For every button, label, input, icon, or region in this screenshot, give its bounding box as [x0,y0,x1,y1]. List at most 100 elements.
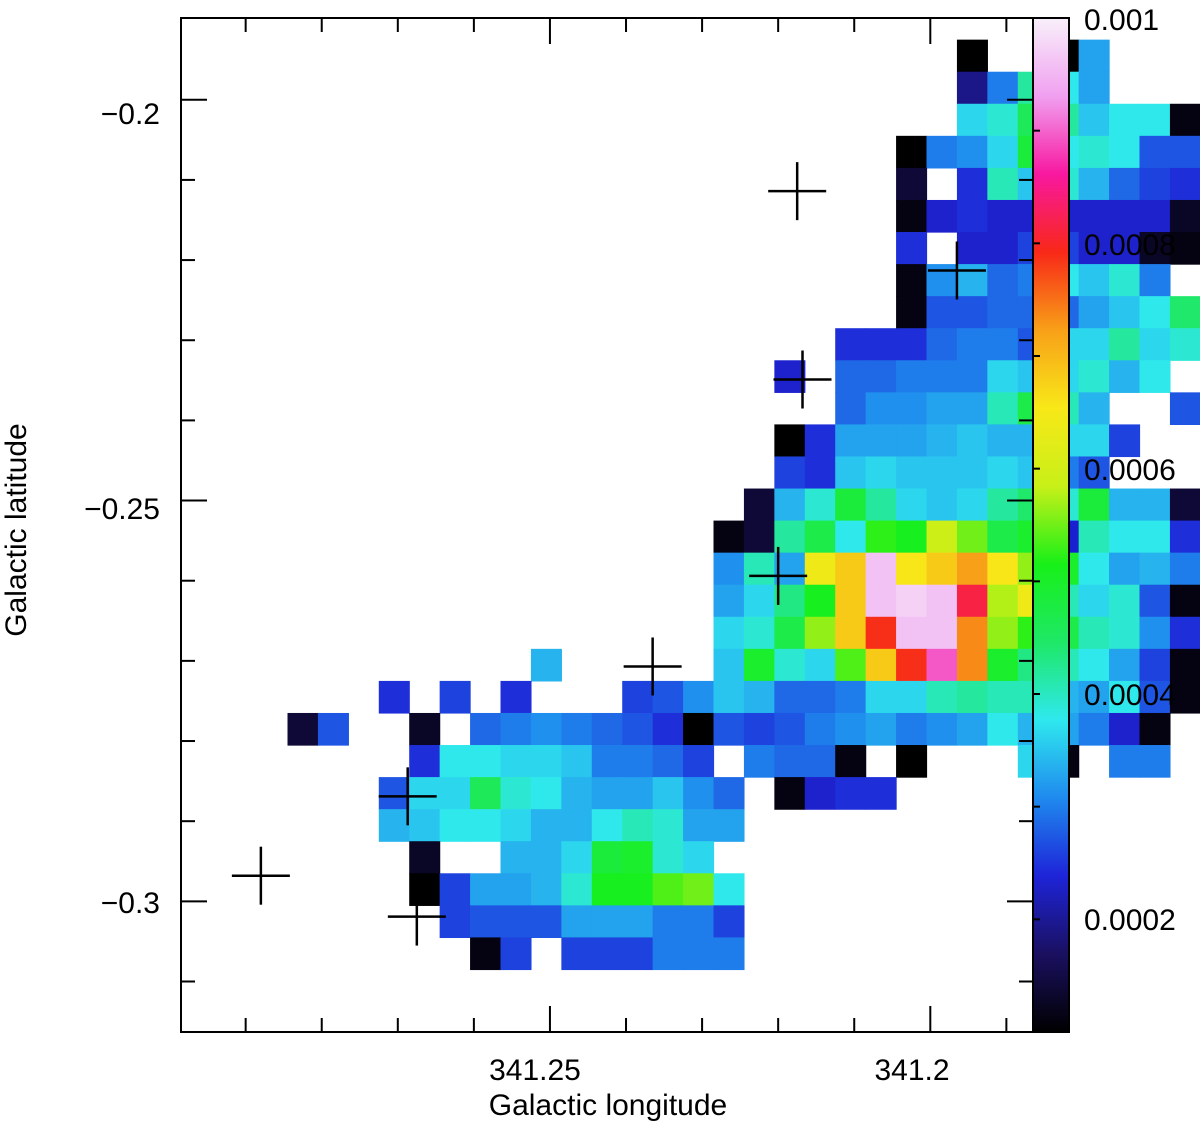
heatmap-cell [1109,232,1141,265]
heatmap-cell [865,584,897,618]
heatmap-cell [1078,199,1110,233]
heatmap-cell [1139,616,1171,650]
heatmap-cell [1078,456,1110,490]
heatmap-cell [561,905,593,939]
heatmap-cell [926,392,958,425]
heatmap-cell [774,360,806,393]
heatmap-cell [683,680,715,714]
heatmap-cell [1169,552,1200,586]
heatmap-cell [956,488,988,522]
heatmap-cell [926,456,958,490]
heatmap-cell [561,937,593,971]
heatmap-cell [1169,584,1200,618]
heatmap-cell [987,135,1019,169]
heatmap-cell [561,777,593,810]
heatmap-cell [987,328,1019,361]
heatmap-cell [409,777,441,810]
heatmap-cell [652,873,684,906]
heatmap-cell [774,488,806,522]
heatmap-cell [378,809,410,842]
heatmap-cell [409,809,441,842]
heatmap-cell [987,360,1019,393]
x-tick-label-1: 341.25 [489,1054,581,1087]
heatmap-cell [1109,745,1141,778]
heatmap-cell [1139,328,1171,361]
heatmap-cell [926,296,958,329]
heatmap-cell [1169,328,1200,361]
axis-ticks [181,18,1033,1032]
heatmap-cell [896,424,928,458]
heatmap-cell [1169,296,1200,329]
heatmap-cell [956,296,988,329]
heatmap-cell [1109,296,1141,329]
y-tick-label-3: −0.3 [101,887,160,920]
heatmap-cell [926,712,958,746]
heatmap-cell [743,616,775,650]
heatmap-cell [287,712,319,746]
heatmap-cell [774,712,806,746]
heatmap-cell [622,712,654,746]
colorbar-tick-label-1: 0.001 [1084,4,1159,37]
heatmap-cell [500,777,532,810]
heatmap-cell [774,777,806,810]
heatmap-cell [1109,264,1141,297]
heatmap-cell [1139,680,1171,714]
heatmap-cell [1078,103,1110,137]
heatmap-cell [622,777,654,810]
heatmap-cell [865,616,897,650]
cross-marker [387,887,446,946]
heatmap-cell [378,777,410,810]
heatmap-cell [1078,328,1110,361]
heatmap-cell [896,456,928,490]
heatmap-cell [987,103,1019,137]
cross-marker [749,546,808,605]
heatmap-cell [956,232,988,265]
heatmap-cell [896,745,928,778]
cross-marker [378,767,437,826]
heatmap-cell [500,745,532,778]
heatmap-cell [835,520,867,554]
heatmap-cell [683,873,715,906]
colorbar-ticks [1033,17,1040,1033]
heatmap-cell [317,712,349,746]
heatmap-cell [956,520,988,554]
heatmap-cell [743,680,775,714]
heatmap-cell [1109,616,1141,650]
heatmap-cell [1169,392,1200,425]
heatmap-cell [926,424,958,458]
heatmap-cell [987,424,1019,458]
heatmap-cell [1109,648,1141,682]
heatmap-cell [1078,167,1110,201]
heatmap-cell [987,232,1019,265]
heatmap-cell [1139,520,1171,554]
heatmap-cell [865,552,897,586]
heatmap-cell [591,809,623,842]
colorbar-tick-label-3: 0.0006 [1084,454,1176,487]
heatmap-cell [896,712,928,746]
heatmap-cell [1169,616,1200,650]
heatmap-cell [470,873,502,906]
heatmap-cell [774,552,806,586]
heatmap-cell [530,712,562,746]
heatmap-cell [652,905,684,939]
heatmap-cell [622,873,654,906]
heatmap-cell [500,712,532,746]
heatmap-cell [743,584,775,618]
heatmap-cell [956,424,988,458]
heatmap-cell [987,488,1019,522]
heatmap-cell [865,520,897,554]
heatmap-cell [591,841,623,874]
heatmap-cell [926,616,958,650]
y-axis-label: Galactic latitude [0,423,33,636]
heatmap-cell [743,648,775,682]
heatmap-cell [622,745,654,778]
heatmap-cell [896,135,928,169]
heatmap-cell [1109,680,1141,714]
heatmap-cell [987,199,1019,233]
heatmap-cell [865,360,897,393]
heatmap-cell [956,616,988,650]
heatmap-cell [896,616,928,650]
cross-marker [768,162,827,221]
heatmap-cell [713,552,745,586]
heatmap-cell [622,809,654,842]
